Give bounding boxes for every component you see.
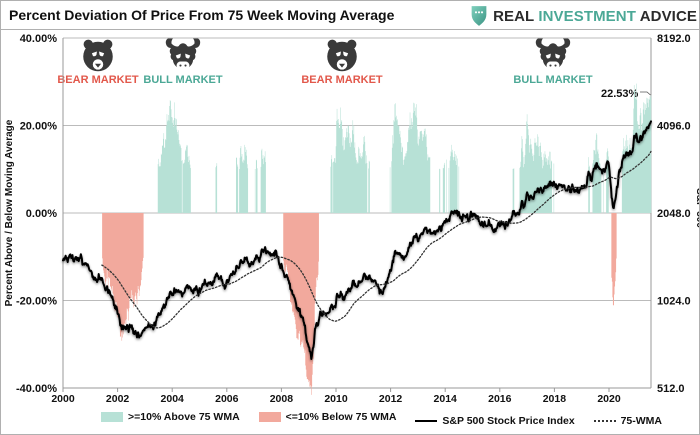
svg-text:2000: 2000 — [51, 393, 75, 405]
svg-text:2012: 2012 — [379, 393, 403, 405]
svg-text:20.00%: 20.00% — [20, 121, 58, 133]
svg-text:8192.0: 8192.0 — [657, 33, 691, 45]
svg-text:40.00%: 40.00% — [20, 33, 58, 45]
svg-text:2008: 2008 — [270, 393, 294, 405]
svg-text:512.0: 512.0 — [657, 383, 685, 395]
svg-text:2004: 2004 — [161, 393, 185, 405]
svg-text:2006: 2006 — [215, 393, 239, 405]
svg-text:0.00%: 0.00% — [26, 208, 57, 220]
svg-text:1024.0: 1024.0 — [657, 296, 691, 308]
svg-text:2016: 2016 — [488, 393, 512, 405]
svg-text:2010: 2010 — [324, 393, 348, 405]
svg-text:2048.0: 2048.0 — [657, 208, 691, 220]
svg-text:2002: 2002 — [106, 393, 130, 405]
svg-text:-20.00%: -20.00% — [16, 296, 57, 308]
svg-text:2020: 2020 — [597, 393, 621, 405]
svg-text:2014: 2014 — [434, 393, 458, 405]
svg-text:4096.0: 4096.0 — [657, 121, 691, 133]
svg-text:2018: 2018 — [543, 393, 567, 405]
